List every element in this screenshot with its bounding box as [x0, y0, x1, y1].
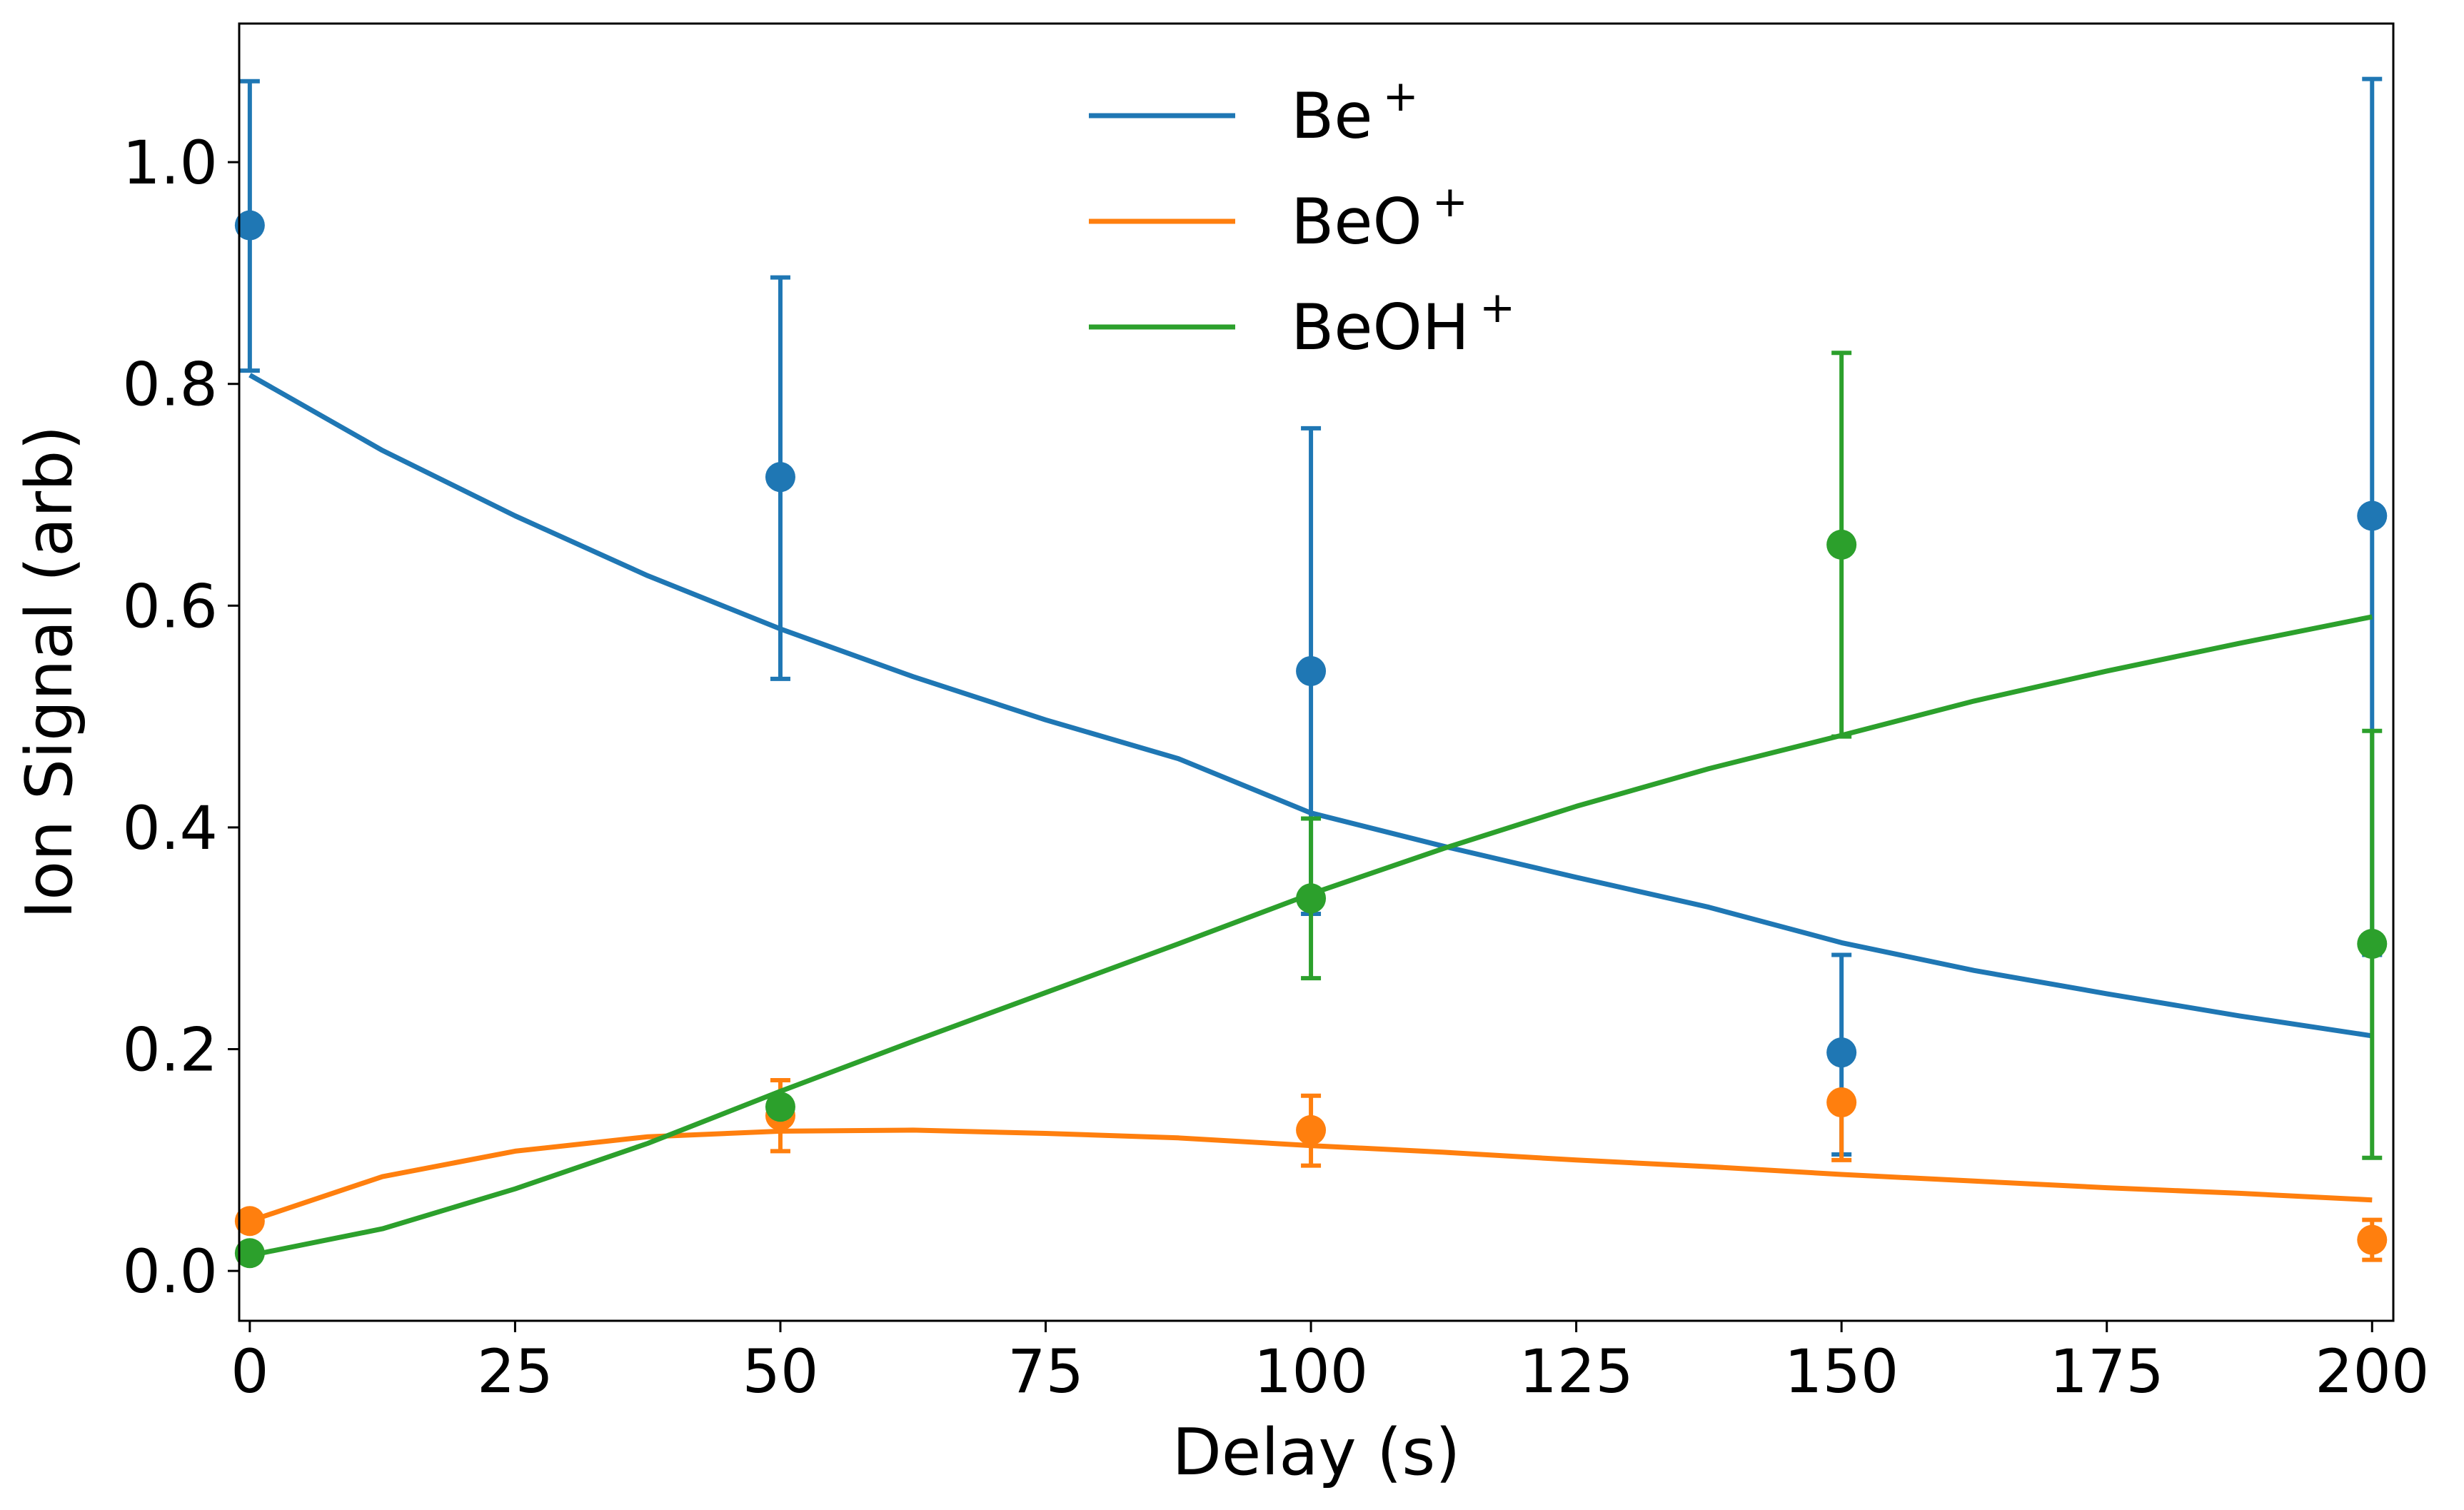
x-tick-label: 175: [2050, 1337, 2164, 1406]
series-beoh: [234, 351, 2388, 1269]
x-tick-label: 0: [231, 1337, 268, 1406]
data-point-be: [234, 210, 265, 241]
y-tick-label: 0.4: [122, 793, 218, 863]
legend-label-be: Be +: [1291, 71, 1419, 153]
axes-frame: [238, 22, 2395, 1322]
legend-text-be: Be: [1291, 79, 1373, 153]
data-point-beoh: [234, 1238, 265, 1269]
data-point-beo: [2357, 1224, 2388, 1255]
legend-sup-beoh: +: [1479, 283, 1515, 333]
legend-label-beo: BeO +: [1291, 177, 1468, 258]
legend-sup-be: +: [1383, 71, 1419, 121]
y-tick-label: 0.8: [122, 350, 218, 420]
x-axis-label: Delay (s): [1172, 1415, 1461, 1490]
data-point-be: [1296, 655, 1327, 686]
data-point-beoh: [765, 1092, 795, 1122]
axis-ticks: 0 25 50 75 100 125 150 175 200 0.0 0.2 0.4 0.6 0.8 1.0: [122, 128, 2429, 1406]
data-point-beoh: [1826, 529, 1857, 560]
data-point-be: [765, 462, 795, 493]
y-tick-label: 0.0: [122, 1237, 218, 1307]
data-point-be: [2357, 500, 2388, 531]
legend-text-beo: BeO: [1291, 185, 1422, 258]
x-tick-label: 125: [1519, 1337, 1633, 1406]
x-tick-label: 200: [2315, 1337, 2429, 1406]
x-tick-label: 25: [477, 1337, 553, 1406]
x-tick-label: 75: [1007, 1337, 1084, 1406]
data-point-beoh: [1296, 883, 1327, 914]
y-axis-label: Ion Signal (arb): [12, 426, 87, 920]
legend-label-beoh: BeOH +: [1291, 283, 1515, 364]
x-tick-label: 150: [1784, 1337, 1899, 1406]
data-point-beo: [1296, 1114, 1327, 1145]
y-tick-label: 0.2: [122, 1015, 218, 1085]
x-tick-label: 100: [1254, 1337, 1368, 1406]
legend-text-beoh: BeOH: [1291, 291, 1469, 364]
x-tick-label: 50: [743, 1337, 819, 1406]
y-tick-label: 0.6: [122, 571, 218, 641]
legend-sup-beo: +: [1432, 177, 1468, 227]
y-tick-label: 1.0: [122, 128, 218, 198]
data-point-beo: [1826, 1087, 1857, 1118]
data-point-beoh: [2357, 928, 2388, 959]
data-point-be: [1826, 1037, 1857, 1068]
legend: Be + BeO + BeOH +: [1089, 71, 1515, 364]
data-point-beo: [234, 1206, 265, 1237]
plot-area: [234, 76, 2388, 1269]
